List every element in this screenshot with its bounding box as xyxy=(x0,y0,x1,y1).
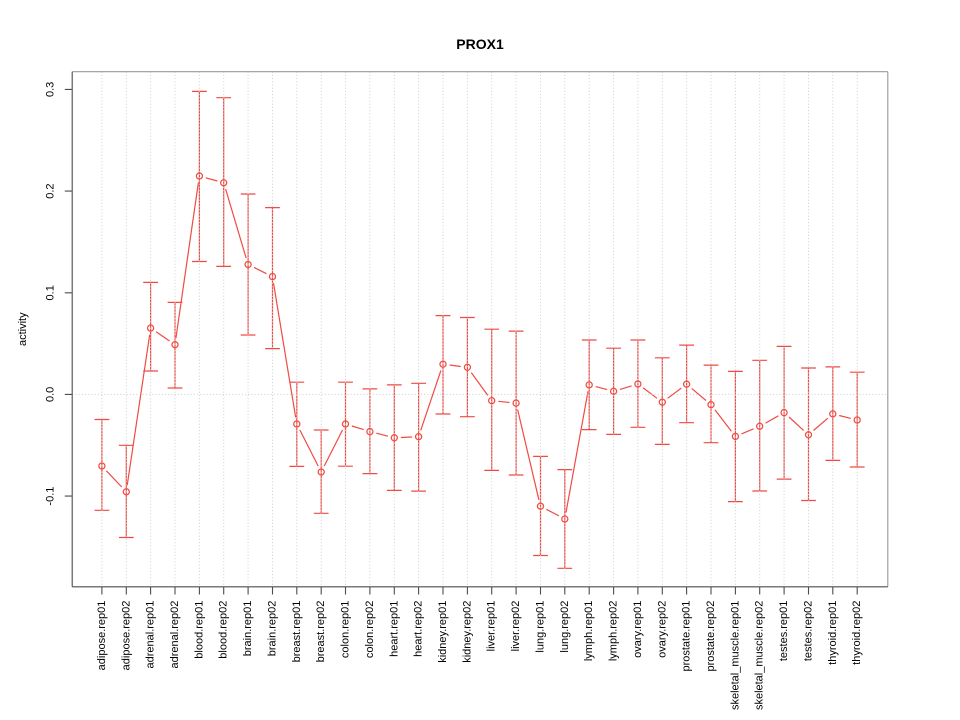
svg-text:kidney.rep02: kidney.rep02 xyxy=(461,601,473,663)
svg-text:ovary.rep02: ovary.rep02 xyxy=(656,601,668,658)
svg-text:brain.rep01: brain.rep01 xyxy=(242,601,254,657)
svg-text:ovary.rep01: ovary.rep01 xyxy=(632,601,644,658)
svg-text:blood.rep02: blood.rep02 xyxy=(218,601,230,659)
svg-text:lymph.rep01: lymph.rep01 xyxy=(583,601,595,662)
svg-text:-0.1: -0.1 xyxy=(45,487,57,506)
svg-text:lung.rep02: lung.rep02 xyxy=(559,601,571,653)
svg-text:activity: activity xyxy=(17,312,29,346)
svg-text:0.2: 0.2 xyxy=(45,183,57,198)
svg-text:heart.rep02: heart.rep02 xyxy=(413,601,425,657)
svg-text:adipose.rep01: adipose.rep01 xyxy=(96,601,108,671)
svg-text:PROX1: PROX1 xyxy=(456,36,504,52)
svg-text:testes.rep02: testes.rep02 xyxy=(803,601,815,662)
svg-text:skeletal_muscle.rep02: skeletal_muscle.rep02 xyxy=(754,601,766,710)
svg-text:prostate.rep01: prostate.rep01 xyxy=(681,601,693,672)
svg-text:breast.rep02: breast.rep02 xyxy=(315,601,327,663)
svg-text:breast.rep01: breast.rep01 xyxy=(291,601,303,663)
svg-text:skeletal_muscle.rep01: skeletal_muscle.rep01 xyxy=(729,601,741,710)
svg-text:liver.rep01: liver.rep01 xyxy=(486,601,498,652)
svg-text:0.3: 0.3 xyxy=(45,82,57,97)
svg-text:thyroid.rep02: thyroid.rep02 xyxy=(851,601,863,665)
svg-text:liver.rep02: liver.rep02 xyxy=(510,601,522,652)
svg-text:0.0: 0.0 xyxy=(45,387,57,402)
svg-text:blood.rep01: blood.rep01 xyxy=(193,601,205,659)
svg-text:0.1: 0.1 xyxy=(45,285,57,300)
svg-text:adipose.rep02: adipose.rep02 xyxy=(120,601,132,671)
svg-text:adrenal.rep02: adrenal.rep02 xyxy=(169,601,181,669)
svg-text:brain.rep02: brain.rep02 xyxy=(267,601,279,657)
svg-text:thyroid.rep01: thyroid.rep01 xyxy=(827,601,839,665)
svg-text:kidney.rep01: kidney.rep01 xyxy=(437,601,449,663)
svg-text:colon.rep01: colon.rep01 xyxy=(340,601,352,659)
svg-text:testes.rep01: testes.rep01 xyxy=(778,601,790,662)
svg-text:lymph.rep02: lymph.rep02 xyxy=(608,601,620,662)
svg-text:prostate.rep02: prostate.rep02 xyxy=(705,601,717,672)
svg-text:heart.rep01: heart.rep01 xyxy=(388,601,400,657)
svg-text:colon.rep02: colon.rep02 xyxy=(364,601,376,659)
svg-text:adrenal.rep01: adrenal.rep01 xyxy=(145,601,157,669)
svg-text:lung.rep01: lung.rep01 xyxy=(535,601,547,653)
